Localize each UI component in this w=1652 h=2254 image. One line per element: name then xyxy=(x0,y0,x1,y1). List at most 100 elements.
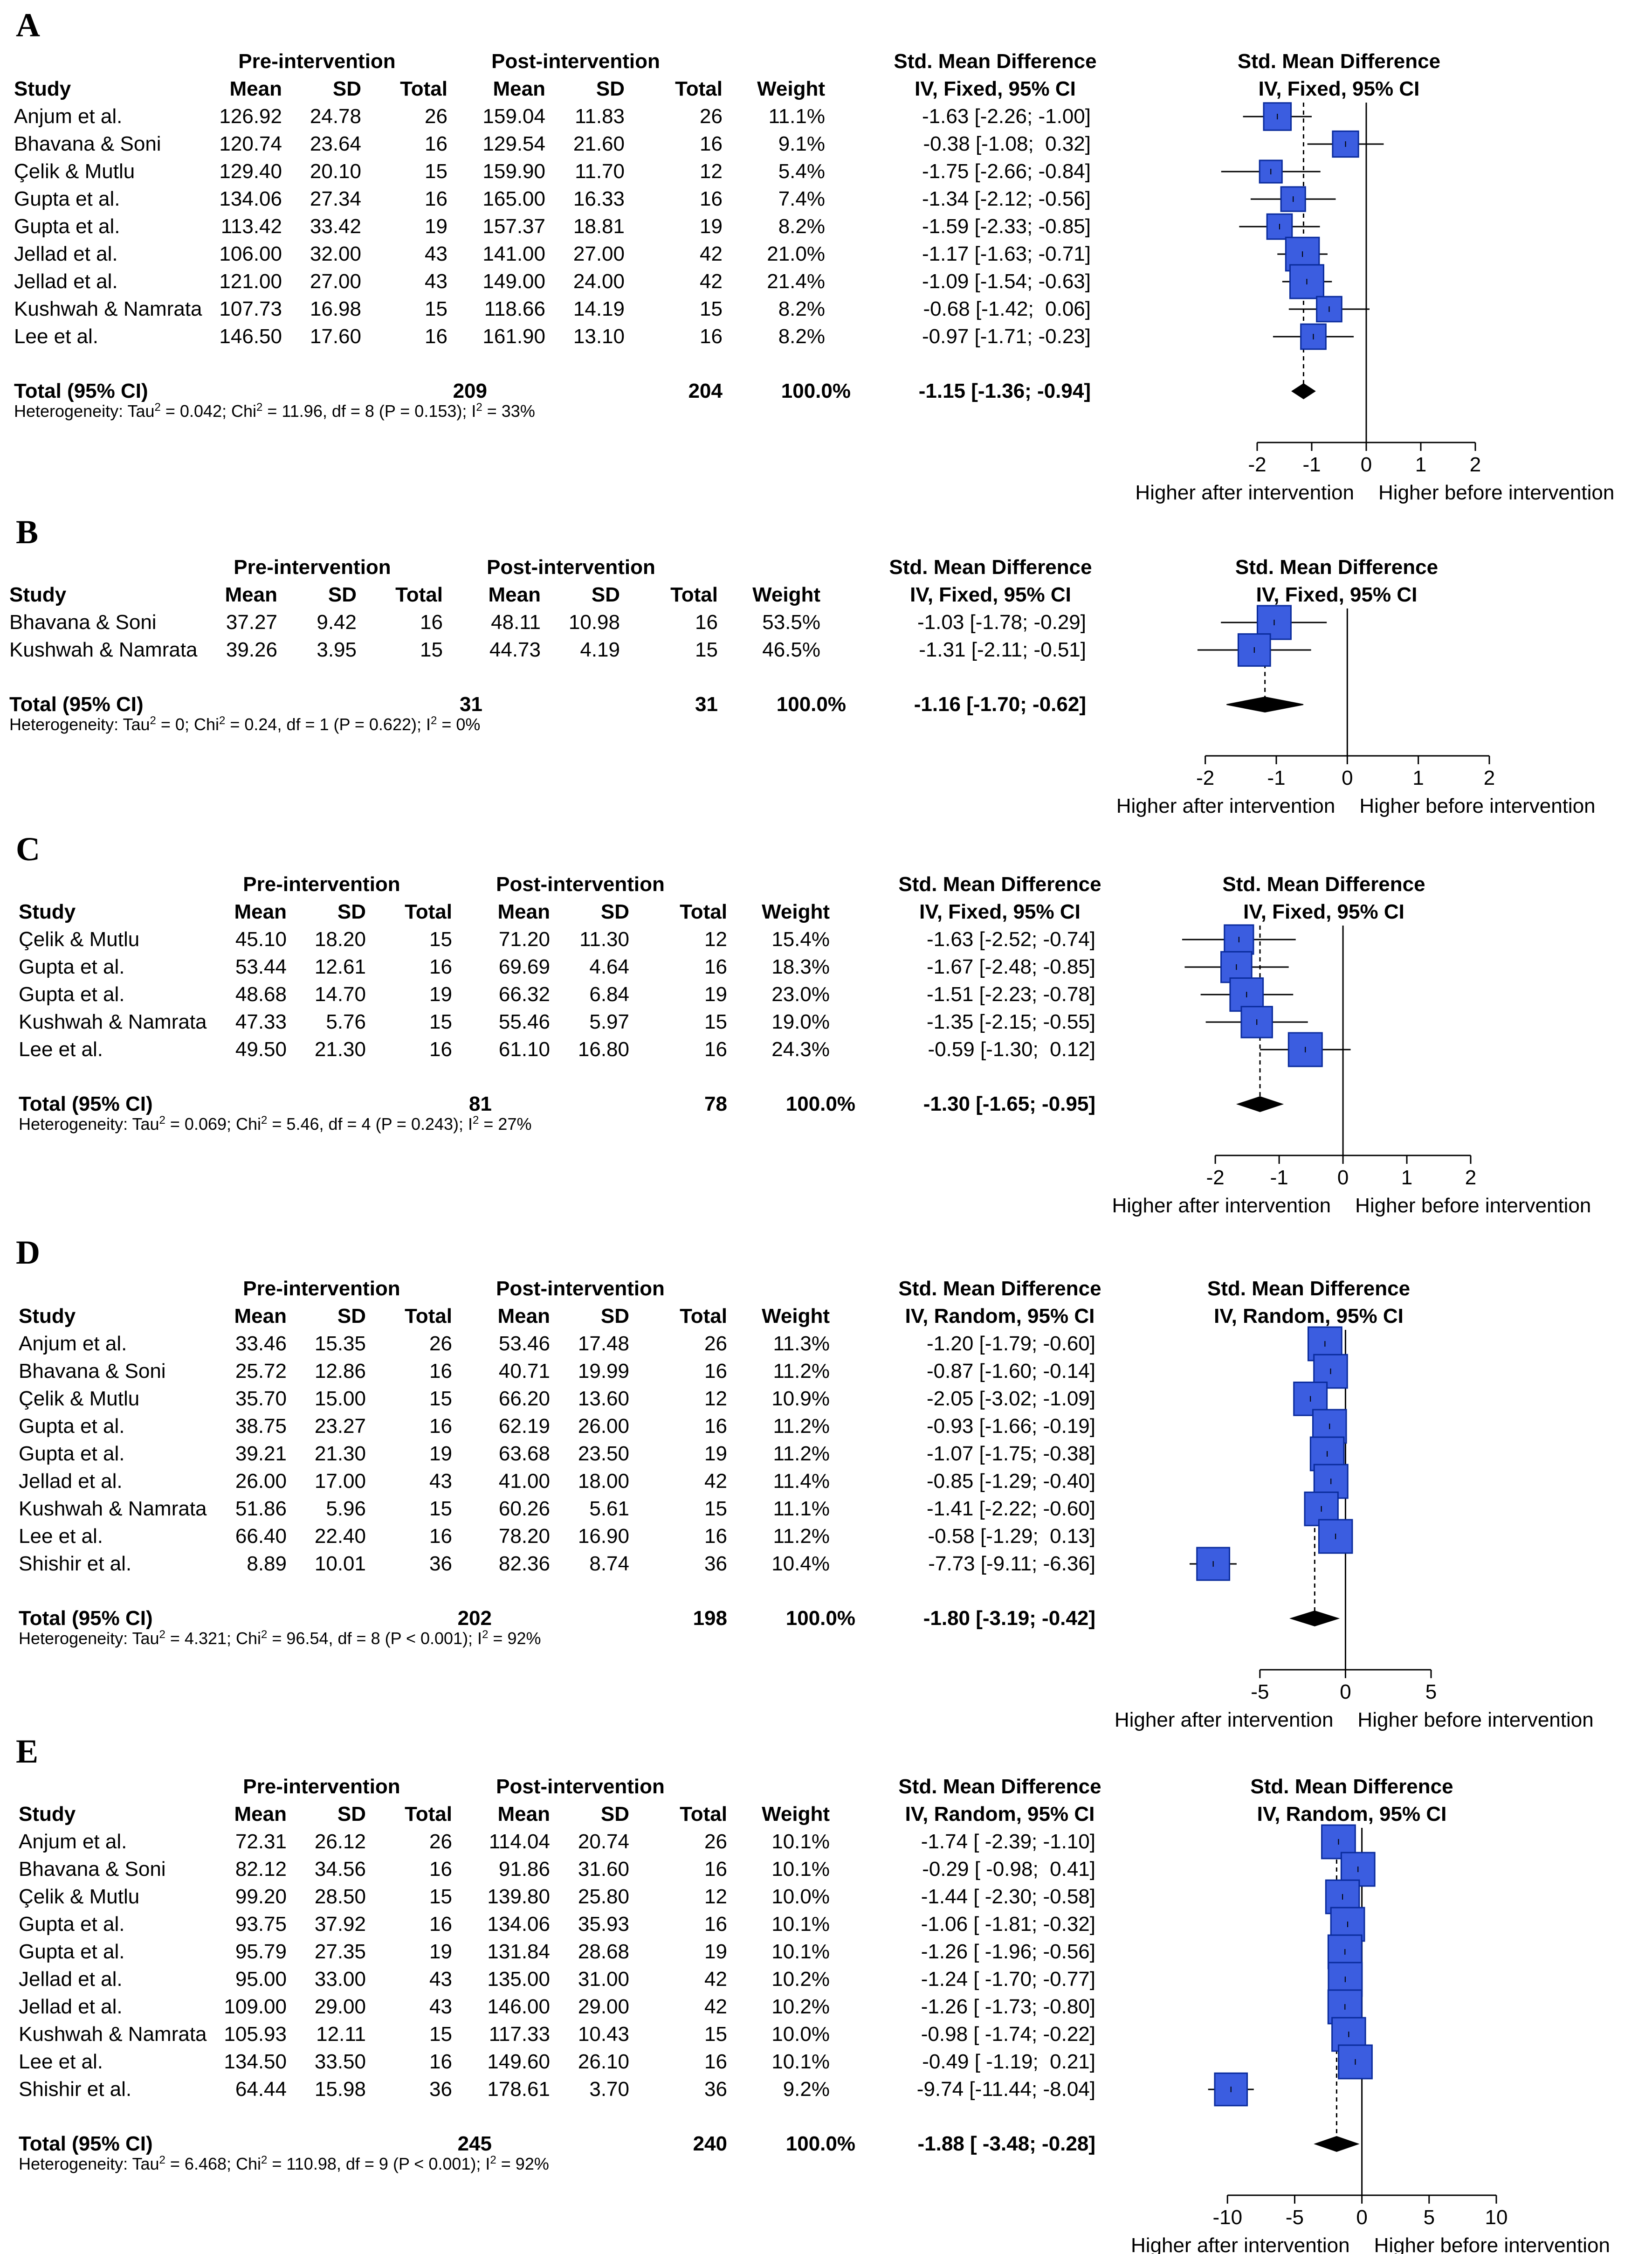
post-mean: 82.36 xyxy=(498,1552,550,1575)
total-label: Total (95% CI) xyxy=(14,380,148,402)
smd-ci: -0.38 [-1.08; 0.32] xyxy=(923,132,1091,155)
post-mean: 146.00 xyxy=(487,1995,550,2018)
pre-sd: 27.35 xyxy=(314,1940,366,1963)
x-axis-tick-label: 2 xyxy=(1465,1166,1476,1189)
post-sd: 18.00 xyxy=(578,1470,629,1493)
post-total: 42 xyxy=(700,242,723,265)
study-weight: 11.4% xyxy=(773,1470,830,1493)
post-total: 16 xyxy=(704,1360,727,1383)
pre-total: 15 xyxy=(420,638,443,661)
smd-ci: -2.05 [-3.02; -1.09] xyxy=(927,1387,1095,1410)
study-name: Çelik & Mutlu xyxy=(19,1387,140,1410)
x-axis-right-label: Higher before intervention xyxy=(1355,1194,1591,1217)
post-mean: 63.68 xyxy=(498,1442,550,1465)
pre-intervention-header: Pre-intervention xyxy=(243,1775,400,1798)
post-mean: 141.00 xyxy=(482,242,545,265)
study-name: Çelik & Mutlu xyxy=(19,1885,140,1908)
post-sd: 25.80 xyxy=(578,1885,629,1908)
x-axis-tick-label: -1 xyxy=(1270,1166,1288,1189)
total-pre-count: 245 xyxy=(457,2132,492,2155)
study-name: Gupta et al. xyxy=(19,1913,125,1936)
pre-mean-header: Mean xyxy=(229,77,282,100)
study-weight: 46.5% xyxy=(762,638,820,661)
pre-total-header: Total xyxy=(405,900,452,923)
heterogeneity-part: = 27% xyxy=(479,1114,532,1134)
pre-mean: 45.10 xyxy=(235,928,287,951)
heterogeneity-part: = 0.24, df = 1 (P = 0.622); I xyxy=(225,715,431,734)
post-mean: 44.73 xyxy=(489,638,541,661)
ci-method-header: IV, Random, 95% CI xyxy=(905,1803,1095,1825)
post-sd: 18.81 xyxy=(573,215,625,238)
pre-mean: 105.93 xyxy=(224,2023,287,2046)
pre-sd: 21.30 xyxy=(314,1038,366,1061)
post-mean: 159.90 xyxy=(482,160,545,183)
pre-mean: 126.92 xyxy=(219,105,282,128)
heterogeneity-part: Heterogeneity: Tau xyxy=(9,715,150,734)
post-sd: 35.93 xyxy=(578,1913,629,1936)
pre-sd: 27.34 xyxy=(310,187,361,210)
smd-ci: -1.63 [-2.52; -0.74] xyxy=(927,928,1095,951)
pre-sd: 27.00 xyxy=(310,270,361,293)
post-total: 15 xyxy=(700,297,723,320)
x-axis-left-label: Higher after intervention xyxy=(1115,1708,1334,1731)
post-sd: 26.10 xyxy=(578,2050,629,2073)
post-sd: 14.19 xyxy=(573,297,625,320)
smd-ci: -7.73 [-9.11; -6.36] xyxy=(928,1552,1095,1575)
pre-sd: 29.00 xyxy=(314,1995,366,2018)
study-name: Lee et al. xyxy=(19,1038,103,1061)
panel-letter: D xyxy=(16,1234,40,1271)
pre-mean: 26.00 xyxy=(235,1470,287,1493)
pre-total: 16 xyxy=(429,1525,452,1548)
post-mean: 135.00 xyxy=(487,1968,550,1991)
pre-sd: 5.76 xyxy=(326,1010,366,1033)
pre-mean: 53.44 xyxy=(235,955,287,978)
x-axis-right-label: Higher before intervention xyxy=(1359,795,1595,817)
post-mean: 165.00 xyxy=(482,187,545,210)
post-intervention-header: Post-intervention xyxy=(496,873,665,896)
pre-sd-header: SD xyxy=(332,77,361,100)
pre-mean: 99.20 xyxy=(235,1885,287,1908)
smd-header: Std. Mean Difference xyxy=(898,1277,1101,1300)
study-weight: 11.2% xyxy=(773,1360,830,1383)
smd-header: Std. Mean Difference xyxy=(898,873,1101,896)
pre-sd: 16.98 xyxy=(310,297,361,320)
superscript-2: 2 xyxy=(150,714,156,727)
study-name: Bhavana & Soni xyxy=(9,611,157,634)
superscript-2: 2 xyxy=(261,1114,268,1127)
post-mean: 40.71 xyxy=(498,1360,550,1383)
total-post-count: 198 xyxy=(693,1607,727,1630)
weight-header: Weight xyxy=(762,1803,830,1825)
pre-mean: 95.00 xyxy=(235,1968,287,1991)
post-sd-header: SD xyxy=(600,1803,629,1825)
post-sd: 3.70 xyxy=(589,2078,629,2101)
pre-total-header: Total xyxy=(395,583,443,606)
study-weight: 10.1% xyxy=(771,1940,830,1963)
post-total-header: Total xyxy=(680,1803,727,1825)
plot-smd-header: Std. Mean Difference xyxy=(1222,873,1425,896)
smd-header: Std. Mean Difference xyxy=(898,1775,1101,1798)
smd-ci: -0.59 [-1.30; 0.12] xyxy=(928,1038,1095,1061)
post-mean: 149.00 xyxy=(482,270,545,293)
superscript-2: 2 xyxy=(256,401,263,414)
pre-total: 19 xyxy=(425,215,447,238)
study-weight: 11.1% xyxy=(768,105,826,128)
heterogeneity-part: = 5.46, df = 4 (P = 0.243); I xyxy=(267,1114,473,1134)
post-total: 16 xyxy=(704,1038,727,1061)
smd-ci: -1.03 [-1.78; -0.29] xyxy=(917,611,1086,634)
pre-mean: 49.50 xyxy=(235,1038,287,1061)
pre-total: 15 xyxy=(429,928,452,951)
pre-total: 15 xyxy=(429,1885,452,1908)
post-total: 15 xyxy=(704,1497,727,1520)
pre-sd: 24.78 xyxy=(310,105,361,128)
post-sd: 13.10 xyxy=(573,325,625,348)
smd-header: Std. Mean Difference xyxy=(889,556,1092,579)
study-weight: 10.0% xyxy=(771,1885,830,1908)
pre-intervention-header: Pre-intervention xyxy=(238,50,396,73)
x-axis-right-label: Higher before intervention xyxy=(1378,481,1614,504)
smd-ci: -1.06 [ -1.81; -0.32] xyxy=(921,1913,1095,1936)
total-post-count: 78 xyxy=(704,1092,727,1115)
post-sd: 5.97 xyxy=(589,1010,629,1033)
plot-smd-header: Std. Mean Difference xyxy=(1237,50,1441,73)
